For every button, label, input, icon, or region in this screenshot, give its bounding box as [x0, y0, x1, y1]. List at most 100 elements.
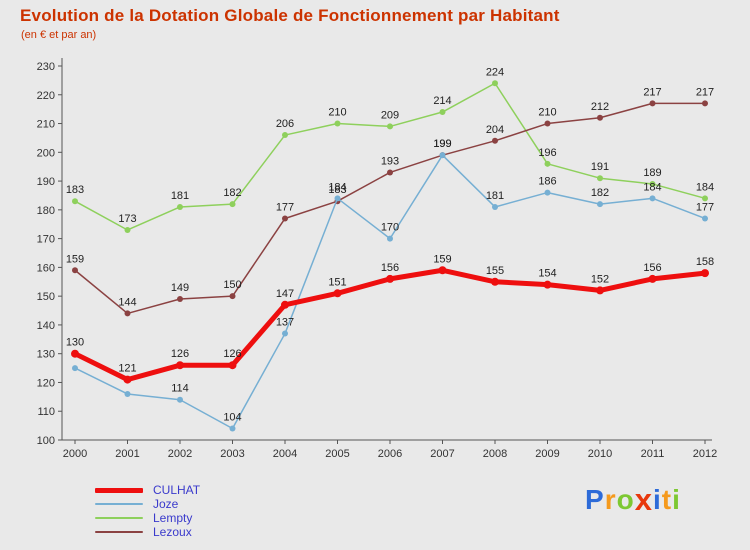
point-label: 217 [643, 86, 661, 98]
chart-legend: CULHAT Joze Lempty Lezoux [95, 483, 200, 539]
series-point-culhat [386, 274, 394, 283]
point-label: 152 [591, 273, 609, 285]
page-title: Evolution de la Dotation Globale de Fonc… [20, 6, 560, 25]
series-point-lempty [702, 195, 708, 202]
series-point-lempty [177, 203, 183, 210]
series-point-lempty [229, 201, 236, 208]
svg-text:2003: 2003 [220, 448, 244, 460]
point-label: 199 [433, 138, 451, 150]
point-label: 147 [276, 288, 294, 300]
series-point-joze [649, 195, 656, 202]
point-label: 144 [118, 296, 136, 308]
legend-label-culhat: CULHAT [153, 483, 201, 497]
point-label: 184 [328, 181, 346, 193]
legend-label-lempty: Lempty [153, 511, 193, 525]
point-label: 159 [433, 253, 451, 265]
svg-text:2004: 2004 [273, 448, 297, 460]
series-point-lezoux [387, 169, 393, 176]
series-point-culhat [123, 375, 132, 384]
svg-text:2009: 2009 [535, 448, 559, 460]
point-label: 181 [486, 190, 504, 202]
proxiti-logo: Proxiti [585, 481, 681, 517]
point-label: 204 [486, 124, 504, 136]
page-subtitle: (en € et par an) [21, 29, 97, 41]
svg-text:130: 130 [37, 349, 55, 361]
series-point-joze [439, 152, 446, 159]
logo-letter: t [661, 484, 673, 515]
series-point-lempty [597, 175, 603, 182]
series-point-joze [387, 235, 393, 242]
series-point-joze [72, 365, 78, 372]
point-label: 130 [66, 337, 84, 349]
point-label: 184 [643, 181, 661, 193]
series-line-culhat [72, 267, 708, 383]
series-line-joze [74, 154, 706, 430]
svg-text:210: 210 [37, 119, 55, 131]
point-label: 151 [328, 276, 346, 288]
point-label: 156 [643, 262, 661, 274]
point-label: 114 [171, 383, 189, 395]
point-label: 149 [171, 282, 189, 294]
series-point-culhat [596, 286, 604, 295]
point-label: 158 [696, 256, 714, 268]
svg-text:140: 140 [37, 320, 55, 332]
point-label: 155 [486, 265, 504, 277]
svg-text:2007: 2007 [430, 448, 454, 460]
point-label: 181 [171, 190, 189, 202]
point-label: 210 [328, 107, 346, 119]
series-point-joze [334, 195, 341, 202]
series-point-joze [124, 390, 131, 397]
point-label: 193 [381, 155, 399, 167]
logo-letter: r [604, 484, 617, 515]
legend-item-lezoux: Lezoux [95, 525, 200, 539]
series-point-joze [702, 215, 708, 222]
legend-swatch-joze [95, 503, 143, 505]
legend-item-culhat: CULHAT [95, 483, 200, 497]
logo-letter: i [652, 484, 662, 515]
point-label: 189 [643, 167, 661, 179]
svg-text:2000: 2000 [63, 448, 87, 460]
series-point-lezoux [702, 100, 708, 107]
svg-text:200: 200 [37, 147, 55, 159]
point-label: 137 [276, 317, 294, 329]
series-point-lempty [72, 198, 78, 205]
point-label: 126 [171, 348, 189, 360]
point-label: 206 [276, 118, 294, 130]
svg-text:220: 220 [37, 90, 55, 102]
point-label: 126 [223, 348, 241, 360]
svg-text:160: 160 [37, 262, 55, 274]
point-label: 212 [591, 101, 609, 113]
series-point-culhat [71, 349, 79, 358]
point-label: 150 [223, 279, 241, 291]
series-point-lempty [124, 226, 131, 233]
series-point-culhat [438, 266, 447, 275]
legend-item-joze: Joze [95, 497, 200, 511]
series-point-culhat [491, 277, 499, 286]
point-label: 104 [223, 411, 241, 423]
svg-text:2012: 2012 [693, 448, 717, 460]
series-point-lezoux [72, 267, 78, 274]
series-point-culhat [701, 269, 709, 278]
point-label: 183 [328, 184, 346, 196]
series-point-joze [229, 425, 236, 432]
series-point-culhat [648, 274, 657, 283]
series-point-lezoux [597, 114, 603, 121]
point-label: 182 [591, 187, 609, 199]
legend-label-lezoux: Lezoux [153, 525, 192, 539]
series-point-lempty [544, 160, 551, 167]
point-label: 159 [66, 253, 84, 265]
series-point-culhat [281, 300, 289, 309]
logo-letter: o [616, 484, 635, 515]
series-point-joze [177, 396, 183, 403]
point-label: 156 [381, 262, 399, 274]
point-label: 210 [538, 107, 556, 119]
svg-text:2006: 2006 [378, 448, 402, 460]
svg-text:2011: 2011 [641, 448, 665, 460]
svg-text:180: 180 [37, 205, 55, 217]
series-point-culhat [176, 361, 184, 370]
series-point-lempty [649, 180, 656, 187]
point-label: 199 [433, 138, 451, 150]
svg-text:2002: 2002 [168, 448, 192, 460]
point-label: 196 [538, 147, 556, 159]
